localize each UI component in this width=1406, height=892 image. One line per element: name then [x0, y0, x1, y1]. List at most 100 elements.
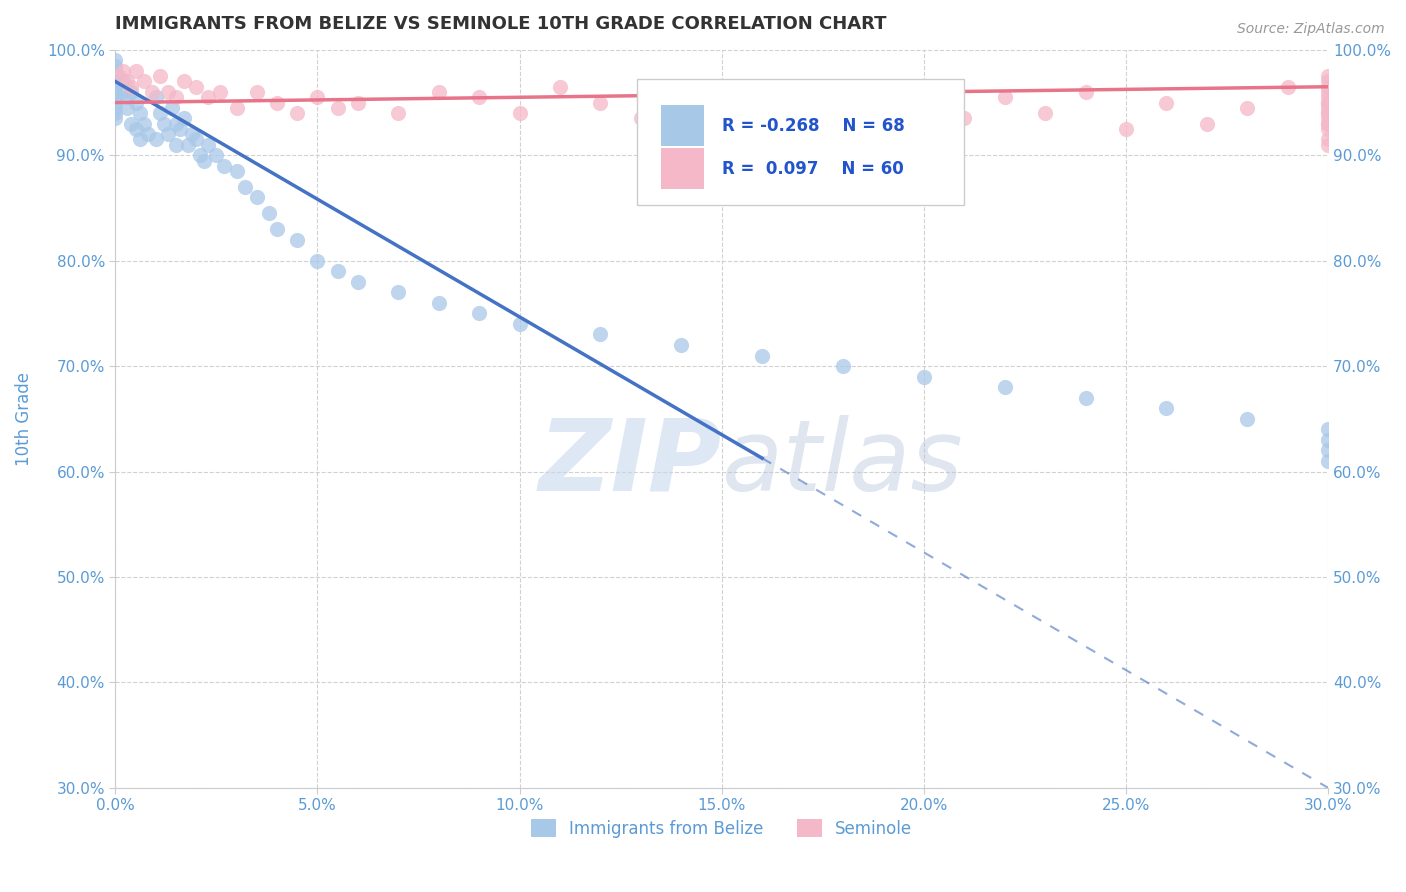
Point: [112, 85, 135, 99]
Point: [953, 112, 976, 126]
Y-axis label: 10th Grade: 10th Grade: [15, 372, 32, 466]
Point: [177, 137, 200, 152]
Point: [153, 117, 176, 131]
Point: [1317, 112, 1340, 126]
Point: [112, 74, 135, 88]
Point: [141, 85, 163, 99]
Point: [509, 106, 531, 120]
Point: [197, 137, 219, 152]
Point: [1074, 391, 1097, 405]
Point: [347, 275, 370, 289]
Point: [197, 90, 219, 104]
Text: IMMIGRANTS FROM BELIZE VS SEMINOLE 10TH GRADE CORRELATION CHART: IMMIGRANTS FROM BELIZE VS SEMINOLE 10TH …: [115, 15, 887, 33]
Point: [307, 90, 329, 104]
Point: [307, 253, 329, 268]
Point: [121, 85, 143, 99]
Point: [205, 148, 228, 162]
Point: [149, 69, 172, 83]
Point: [468, 90, 491, 104]
Point: [1317, 79, 1340, 94]
Point: [246, 190, 269, 204]
Point: [257, 206, 280, 220]
Point: [285, 106, 308, 120]
Point: [266, 95, 288, 110]
Point: [1195, 117, 1218, 131]
Point: [181, 127, 204, 141]
Point: [710, 90, 733, 104]
Point: [165, 117, 187, 131]
Point: [1317, 443, 1340, 458]
Point: [1317, 433, 1340, 447]
Point: [136, 127, 159, 141]
Text: R = -0.268    N = 68: R = -0.268 N = 68: [721, 117, 904, 135]
Text: ZIP: ZIP: [538, 415, 721, 512]
Point: [169, 122, 191, 136]
Point: [108, 69, 131, 83]
Point: [165, 137, 187, 152]
Point: [124, 122, 146, 136]
Point: [427, 85, 450, 99]
Point: [124, 95, 146, 110]
Point: [468, 306, 491, 320]
Point: [104, 79, 127, 94]
Point: [589, 95, 612, 110]
Point: [165, 90, 187, 104]
Point: [104, 95, 127, 110]
Point: [872, 95, 894, 110]
Point: [145, 90, 167, 104]
Point: [104, 69, 127, 83]
Point: [1033, 106, 1056, 120]
Point: [1317, 101, 1340, 115]
Point: [1317, 74, 1340, 88]
Point: [112, 64, 135, 78]
Point: [104, 90, 127, 104]
Point: [912, 101, 935, 115]
Point: [1317, 95, 1340, 110]
Point: [1317, 85, 1340, 99]
Point: [1317, 454, 1340, 468]
Point: [145, 132, 167, 146]
Point: [832, 117, 855, 131]
Point: [121, 79, 143, 94]
Point: [326, 264, 349, 278]
Point: [104, 59, 127, 73]
Point: [832, 359, 855, 373]
Point: [1317, 132, 1340, 146]
Point: [427, 296, 450, 310]
Legend: Immigrants from Belize, Seminole: Immigrants from Belize, Seminole: [523, 811, 921, 846]
Point: [1236, 412, 1258, 426]
Point: [387, 285, 409, 300]
Point: [104, 54, 127, 68]
Point: [132, 117, 155, 131]
Point: [347, 95, 370, 110]
Point: [186, 79, 208, 94]
Point: [188, 148, 211, 162]
Point: [117, 90, 139, 104]
Point: [104, 74, 127, 88]
Point: [104, 64, 127, 78]
Point: [193, 153, 215, 168]
Text: atlas: atlas: [721, 415, 963, 512]
Point: [246, 85, 269, 99]
Point: [1317, 422, 1340, 436]
Point: [1317, 106, 1340, 120]
Point: [225, 164, 247, 178]
Point: [1317, 137, 1340, 152]
Point: [326, 101, 349, 115]
Point: [387, 106, 409, 120]
Point: [1317, 69, 1340, 83]
Point: [117, 101, 139, 115]
Point: [266, 222, 288, 236]
Point: [173, 74, 195, 88]
Point: [225, 101, 247, 115]
Point: [1277, 79, 1299, 94]
Point: [912, 369, 935, 384]
FancyBboxPatch shape: [661, 105, 703, 145]
Point: [1236, 101, 1258, 115]
Point: [128, 132, 150, 146]
Point: [792, 85, 814, 99]
Point: [751, 349, 773, 363]
FancyBboxPatch shape: [637, 79, 965, 205]
Point: [1317, 117, 1340, 131]
Point: [104, 85, 127, 99]
